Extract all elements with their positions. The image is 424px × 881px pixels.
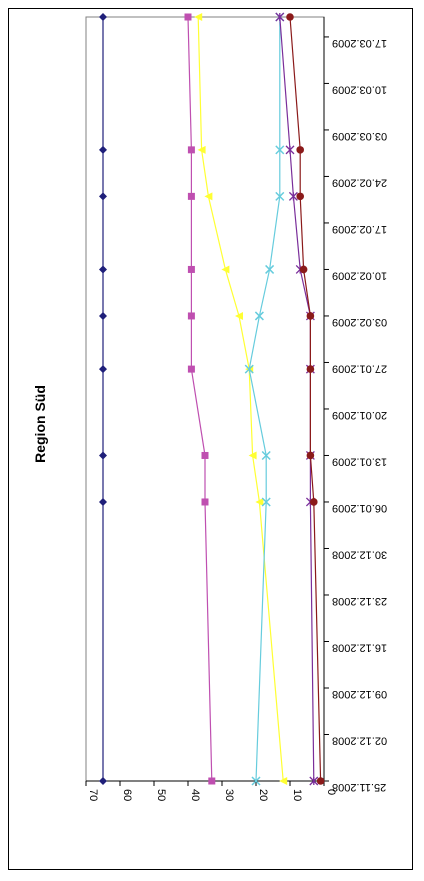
series-4-point-1 <box>251 776 261 786</box>
value-tick-label: 40 <box>189 789 201 801</box>
series-3-point-1 <box>279 777 288 785</box>
time-tick-label: 16.12.2008 <box>332 641 387 653</box>
time-tick-label: 20.01.2009 <box>332 409 387 421</box>
series-1-point-6 <box>99 265 107 274</box>
series-6 <box>286 13 325 785</box>
series-6-point-5 <box>306 312 315 320</box>
series-2-point-6 <box>187 265 195 273</box>
series-1-point-7 <box>99 192 107 201</box>
time-tick-label: 10.02.2009 <box>332 269 387 281</box>
series-1-point-5 <box>99 311 107 320</box>
series-3-point-9 <box>194 13 203 21</box>
value-tick-label: 10 <box>291 789 303 801</box>
series-2-point-5 <box>187 312 195 320</box>
series-1-point-3 <box>99 451 107 460</box>
series-4-point-7 <box>275 191 285 201</box>
series-3-point-6 <box>221 265 230 274</box>
series-4-point-6 <box>265 264 275 274</box>
time-tick-label: 17.03.2009 <box>332 37 387 49</box>
series-1-point-8 <box>99 145 107 154</box>
series-6-point-2 <box>310 498 318 506</box>
series-6-point-4 <box>306 365 315 373</box>
time-tick-label: 27.01.2009 <box>332 362 387 374</box>
series-2-point-3 <box>201 451 209 459</box>
series-3-point-2 <box>255 497 264 506</box>
value-tick-label: 70 <box>87 789 99 801</box>
series-4-point-2 <box>261 497 271 507</box>
series-2-point-8 <box>187 146 195 154</box>
time-tick-label: 17.02.2009 <box>332 223 387 235</box>
series-6-point-6 <box>299 265 308 274</box>
value-tick-label: 30 <box>223 789 235 801</box>
series-4-point-4 <box>244 364 254 374</box>
time-tick-label: 06.01.2009 <box>332 502 387 514</box>
series-4-point-8 <box>275 145 285 155</box>
series-2 <box>184 13 216 785</box>
time-tick-label: 23.12.2008 <box>332 595 387 607</box>
time-tick-label: 03.02.2009 <box>332 316 387 328</box>
series-5-point-8 <box>285 145 295 155</box>
series-1 <box>99 13 107 785</box>
series-1-point-9 <box>99 13 107 21</box>
time-tick-label: 13.01.2009 <box>332 455 387 467</box>
time-tick-label: 24.02.2009 <box>332 176 387 188</box>
time-tick-label: 10.03.2009 <box>332 83 387 95</box>
value-tick-label: 50 <box>155 789 167 801</box>
series-6-point-8 <box>296 146 305 154</box>
series-5-point-9 <box>275 12 285 22</box>
plot-area-border <box>85 16 325 782</box>
series-6-point-1 <box>316 777 325 785</box>
axes: 0 10 20 30 40 50 60 70 25.11.2008 02.12.2008 09.12… <box>85 17 387 801</box>
series-2-point-4 <box>187 365 195 373</box>
series-3-point-8 <box>197 145 206 154</box>
series-2-point-1 <box>208 777 216 785</box>
series-1-point-1 <box>99 777 107 785</box>
series-1-point-4 <box>99 365 107 374</box>
series-2-point-9 <box>184 13 192 21</box>
time-tick-label: 25.11.2008 <box>332 781 386 793</box>
title-group: Region Süd <box>32 385 48 463</box>
series-3-point-7 <box>204 192 213 201</box>
series-5-point-1 <box>309 776 319 786</box>
series-2-point-7 <box>187 192 195 200</box>
time-tick-label: 03.03.2009 <box>332 130 387 142</box>
time-tick-label: 02.12.2008 <box>332 734 387 746</box>
series-3-point-3 <box>248 451 257 460</box>
series-1-point-2 <box>99 497 107 506</box>
series-2-point-2 <box>201 498 209 506</box>
series-6-point-3 <box>306 451 315 460</box>
series-6-point-9 <box>286 13 294 21</box>
value-tick-label: 0 <box>325 789 337 795</box>
time-tick-label: 09.12.2008 <box>332 688 387 700</box>
series-3-point-5 <box>235 311 243 320</box>
series-6-point-7 <box>296 192 305 201</box>
series-4-point-5 <box>254 311 264 321</box>
value-tick-label: 20 <box>257 789 269 801</box>
series-5-point-7 <box>288 191 298 201</box>
chart-frame <box>8 8 413 870</box>
plot-area <box>85 16 325 782</box>
chart-title: Region Süd <box>32 385 48 463</box>
time-tick-label: 30.12.2008 <box>332 548 387 560</box>
value-tick-label: 60 <box>121 789 133 801</box>
series-group <box>99 12 325 786</box>
series-4-point-3 <box>261 450 271 461</box>
